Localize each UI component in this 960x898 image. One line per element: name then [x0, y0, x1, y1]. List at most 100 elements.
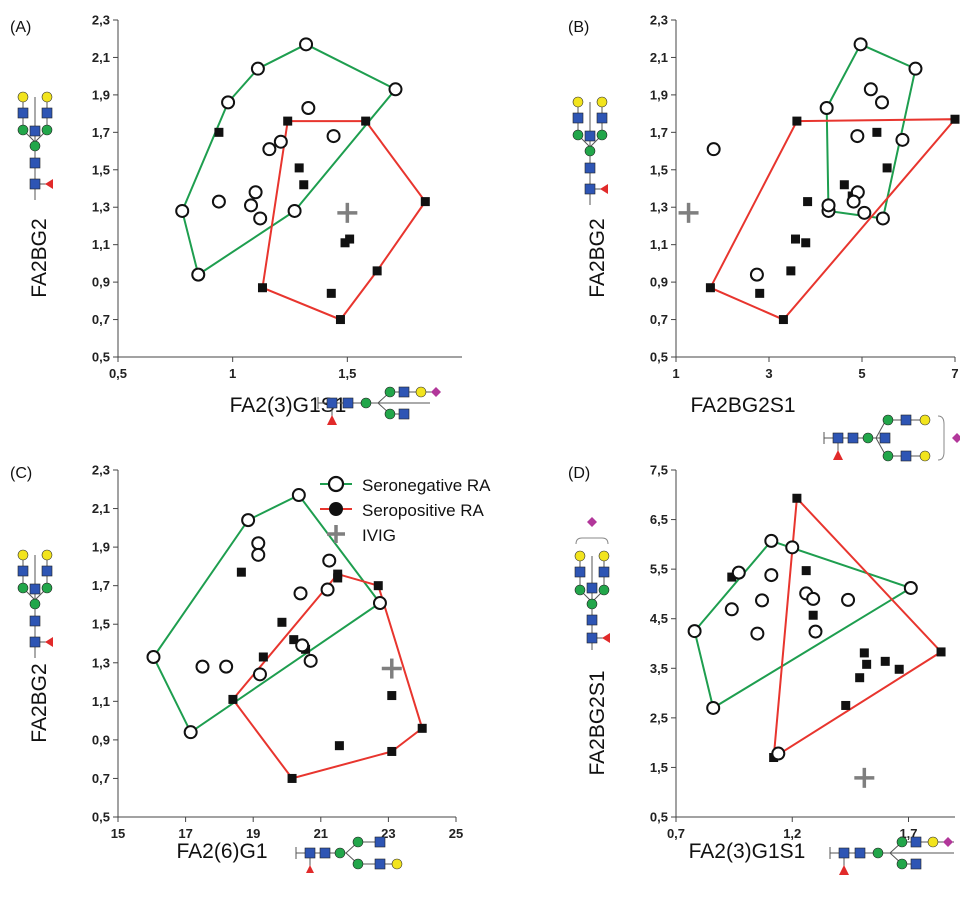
seropositive-point	[373, 581, 383, 591]
panel-b-ylabel: FA2BG2	[586, 218, 609, 297]
panel-a-xtick-label: 1	[229, 366, 236, 381]
seropositive-point	[862, 659, 872, 669]
panel-b-ytick-label: 1,1	[650, 237, 668, 252]
seronegative-point	[819, 100, 834, 115]
seropositive-point	[387, 746, 397, 756]
legend-label-seropositive: Seropositive RA	[362, 501, 485, 520]
seronegative-point	[320, 582, 335, 597]
seropositive-point	[894, 664, 904, 674]
seronegative-point	[293, 586, 308, 601]
panel-d-xtick-label: 0,7	[667, 826, 685, 841]
seropositive-point	[778, 315, 788, 325]
seronegative-point	[301, 100, 316, 115]
seropositive-point	[950, 114, 960, 124]
ivig-point	[854, 767, 875, 788]
panel-a-ytick-label: 1,1	[92, 237, 110, 252]
seronegative-point	[875, 211, 890, 226]
panel-b-glycan-y-icon	[572, 96, 608, 205]
panel-a-xlabel: FA2(3)G1S1	[230, 394, 347, 417]
seronegative-point	[874, 95, 889, 110]
seropositive-point	[420, 197, 430, 207]
panel-c-ytick-label: 1,3	[92, 655, 110, 670]
seronegative-point	[908, 61, 923, 76]
panel-b-xtick-label: 7	[951, 366, 958, 381]
seronegative-point	[808, 624, 823, 639]
panel-b-plot: 0,5 0,7 0,9 1,1 1,3 1,5 1,7 1,9 2,1 2,3 1 3 5 7	[650, 13, 960, 381]
seronegative-point	[241, 513, 256, 528]
panel-c: (C) 0,5 0,7 0,9 1,1 1,3 1,5 1,7 1,9 2,1 2,3 15 17 19…	[10, 463, 463, 873]
seropositive-point	[936, 647, 946, 657]
panel-c-ytick-label: 0,7	[92, 771, 110, 786]
panel-a-ytick-label: 1,3	[92, 200, 110, 215]
panel-b-ytick-label: 0,5	[650, 350, 668, 365]
panel-a-ytick-label: 1,9	[92, 87, 110, 102]
seronegative-point	[846, 194, 861, 209]
seropositive-point	[801, 238, 811, 248]
panel-c-xtick-label: 21	[314, 826, 328, 841]
seropositive-point	[283, 116, 293, 126]
seronegative-point	[687, 624, 702, 639]
seropositive-point	[236, 567, 246, 577]
panel-d-ytick-label: 3,5	[650, 661, 668, 676]
seronegative-point	[221, 95, 236, 110]
legend-label-ivig: IVIG	[362, 526, 396, 545]
seropositive-point	[299, 180, 309, 190]
panel-d-ytick-label: 1,5	[650, 760, 668, 775]
panel-a-ytick-label: 1,7	[92, 125, 110, 140]
seropositive-point	[801, 566, 811, 576]
panel-b-seronegative-hull	[825, 43, 917, 220]
seronegative-point	[388, 82, 403, 97]
seronegative-point	[863, 82, 878, 97]
seronegative-point	[244, 198, 259, 213]
panel-c-ylabel: FA2BG2	[28, 663, 51, 742]
seropositive-point	[841, 700, 851, 710]
panel-b-seropositive-hull	[709, 118, 958, 321]
seropositive-point	[257, 283, 267, 293]
panel-a-ytick-label: 1,5	[92, 162, 110, 177]
panel-c-xtick-label: 15	[111, 826, 125, 841]
panel-a: (A) 0,5 0,7 0,9 1,1 1,3 1,5 1,7 1,9 2,1 2,3 0,5 1 1,…	[10, 13, 462, 425]
panel-c-xtick-label: 17	[178, 826, 192, 841]
seropositive-point	[705, 283, 715, 293]
seropositive-point	[755, 288, 765, 298]
seronegative-point	[303, 653, 318, 668]
panel-a-glycan-x-icon	[317, 386, 441, 425]
seronegative-point	[251, 536, 266, 551]
panel-d-seronegative-hull	[693, 539, 914, 710]
seronegative-point	[262, 142, 277, 157]
seropositive-point	[228, 694, 238, 704]
seropositive-point	[326, 288, 336, 298]
panel-c-ytick-label: 2,1	[92, 501, 110, 516]
seronegative-point	[764, 533, 779, 548]
seronegative-point	[750, 626, 765, 641]
panel-c-xtick-label: 19	[246, 826, 260, 841]
seronegative-point	[273, 134, 288, 149]
panel-c-ytick-label: 1,9	[92, 540, 110, 555]
seropositive-point	[791, 234, 801, 244]
panel-b-ytick-label: 2,3	[650, 13, 668, 28]
panel-d-ytick-label: 2,5	[650, 710, 668, 725]
seronegative-point	[841, 592, 856, 607]
panel-d-ytick-label: 0,5	[650, 810, 668, 825]
seronegative-point	[771, 746, 786, 761]
seronegative-point	[372, 596, 387, 611]
panel-d-ylabel: FA2BG2S1	[586, 670, 609, 775]
seronegative-point	[252, 667, 267, 682]
seronegative-point	[287, 203, 302, 218]
panel-d-ytick-label: 4,5	[650, 611, 668, 626]
seronegative-point	[724, 602, 739, 617]
seropositive-point	[839, 180, 849, 190]
seronegative-point	[764, 568, 779, 583]
panel-c-ytick-label: 1,5	[92, 617, 110, 632]
seronegative-point	[253, 211, 268, 226]
seropositive-point	[792, 116, 802, 126]
panel-a-seronegative-hull	[181, 43, 398, 277]
seronegative-point	[299, 37, 314, 52]
panel-a-ytick-label: 0,7	[92, 312, 110, 327]
seropositive-point	[792, 493, 802, 503]
panel-b-xtick-label: 5	[858, 366, 865, 381]
ivig-point	[678, 202, 699, 223]
seronegative-point	[895, 132, 910, 147]
panel-d-label: (D)	[568, 465, 590, 482]
seronegative-point	[195, 659, 210, 674]
